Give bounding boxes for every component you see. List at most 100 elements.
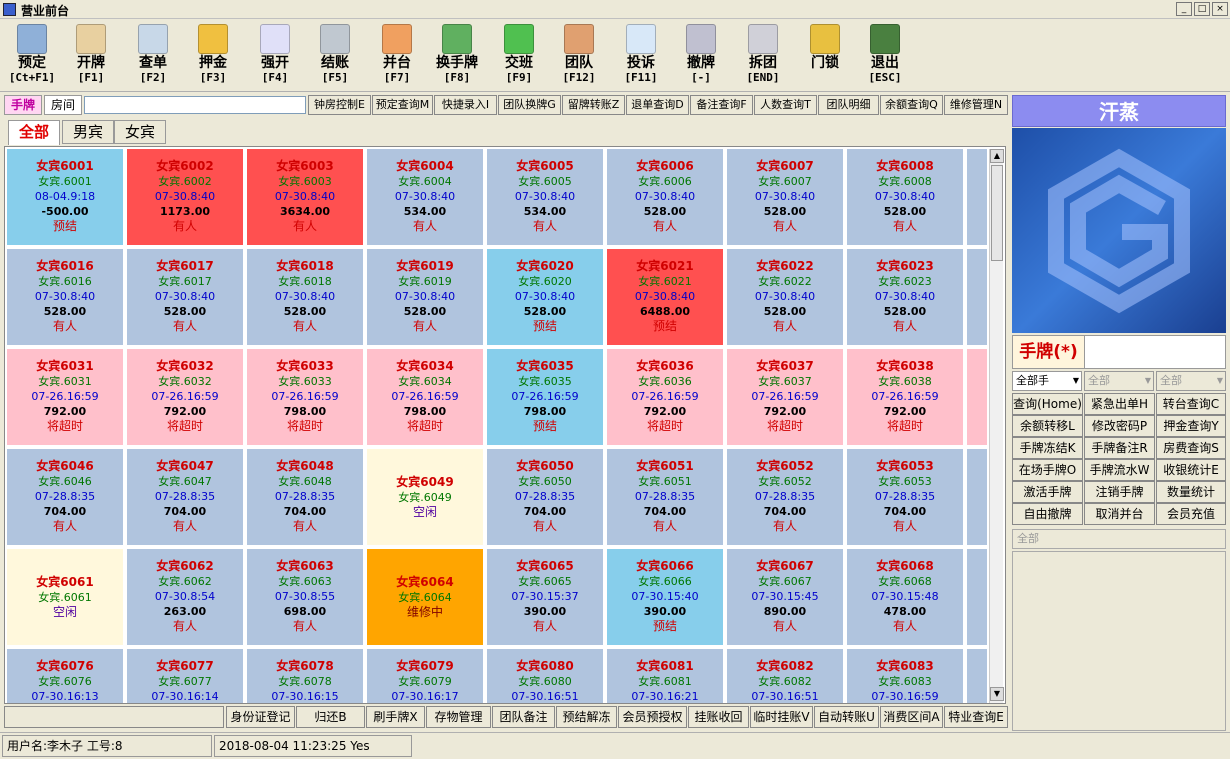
card-search-input[interactable]	[84, 96, 306, 114]
toolbar-button-12[interactable]: 拆团 [END]	[736, 22, 790, 90]
toolbar-button-13[interactable]: 门锁	[798, 22, 852, 90]
toolbar-button-10[interactable]: 投诉 [F11]	[614, 22, 668, 90]
bottom-button-6[interactable]: 会员预授权	[618, 706, 687, 728]
close-button[interactable]: ×	[1212, 2, 1228, 16]
bottom-button-4[interactable]: 团队备注	[492, 706, 555, 728]
room-card[interactable]: 女宾6035 女宾.6035 07-26.16:59 798.00 预结	[487, 349, 603, 445]
room-card[interactable]: 女宾6077 女宾.6077 07-30.16:14	[127, 649, 243, 703]
room-card[interactable]: 女宾6076 女宾.6076 07-30.16:13	[7, 649, 123, 703]
room-card[interactable]: 女宾6066 女宾.6066 07-30.15:40 390.00 预结	[607, 549, 723, 645]
bottom-button-11[interactable]: 特业查询E	[944, 706, 1008, 728]
room-card[interactable]: 女宾6068 女宾.6068 07-30.15:48 478.00 有人	[847, 549, 963, 645]
room-card-partial[interactable]	[967, 649, 987, 703]
room-card[interactable]: 女宾6049 女宾.6049 空闲	[367, 449, 483, 545]
room-card[interactable]: 女宾6047 女宾.6047 07-28.8:35 704.00 有人	[127, 449, 243, 545]
card-number-input[interactable]	[1086, 336, 1225, 368]
room-card[interactable]: 女宾6052 女宾.6052 07-28.8:35 704.00 有人	[727, 449, 843, 545]
bottom-button-9[interactable]: 自动转账U	[814, 706, 879, 728]
room-card[interactable]: 女宾6007 女宾.6007 07-30.8:40 528.00 有人	[727, 149, 843, 245]
room-card[interactable]: 女宾6051 女宾.6051 07-28.8:35 704.00 有人	[607, 449, 723, 545]
room-card-partial[interactable]	[967, 549, 987, 645]
bottom-button-0[interactable]: 身份证登记	[226, 706, 295, 728]
right-button[interactable]: 修改密码P	[1084, 415, 1155, 437]
func-button-4[interactable]: 留牌转账Z	[562, 95, 625, 115]
room-card[interactable]: 女宾6002 女宾.6002 07-30.8:40 1173.00 有人	[127, 149, 243, 245]
toolbar-button-1[interactable]: 开牌 [F1]	[64, 22, 118, 90]
room-card[interactable]: 女宾6019 女宾.6019 07-30.8:40 528.00 有人	[367, 249, 483, 345]
tab-gender-1[interactable]: 男宾	[62, 120, 114, 144]
minimize-button[interactable]: _	[1176, 2, 1192, 16]
toolbar-button-9[interactable]: 团队 [F12]	[552, 22, 606, 90]
right-button[interactable]: 手牌冻结K	[1012, 437, 1083, 459]
room-card[interactable]: 女宾6018 女宾.6018 07-30.8:40 528.00 有人	[247, 249, 363, 345]
toolbar-button-14[interactable]: 退出 [ESC]	[858, 22, 912, 90]
func-button-6[interactable]: 备注查询F	[690, 95, 753, 115]
toolbar-button-5[interactable]: 结账 [F5]	[308, 22, 362, 90]
room-card[interactable]: 女宾6046 女宾.6046 07-28.8:35 704.00 有人	[7, 449, 123, 545]
room-card[interactable]: 女宾6032 女宾.6032 07-26.16:59 792.00 将超时	[127, 349, 243, 445]
func-button-2[interactable]: 快捷录入I	[434, 95, 497, 115]
room-card[interactable]: 女宾6083 女宾.6083 07-30.16:59	[847, 649, 963, 703]
room-card[interactable]: 女宾6016 女宾.6016 07-30.8:40 528.00 有人	[7, 249, 123, 345]
tab-gender-2[interactable]: 女宾	[114, 120, 166, 144]
bottom-button-10[interactable]: 消费区间A	[880, 706, 943, 728]
room-card[interactable]: 女宾6065 女宾.6065 07-30.15:37 390.00 有人	[487, 549, 603, 645]
func-button-0[interactable]: 钟房控制E	[308, 95, 371, 115]
toolbar-button-3[interactable]: 押金 [F3]	[186, 22, 240, 90]
room-card[interactable]: 女宾6003 女宾.6003 07-30.8:40 3634.00 有人	[247, 149, 363, 245]
right-button[interactable]: 自由撤牌	[1012, 503, 1083, 525]
room-card[interactable]: 女宾6053 女宾.6053 07-28.8:35 704.00 有人	[847, 449, 963, 545]
room-card[interactable]: 女宾6078 女宾.6078 07-30.16:15	[247, 649, 363, 703]
right-button[interactable]: 房费查询S	[1156, 437, 1226, 459]
room-card[interactable]: 女宾6062 女宾.6062 07-30.8:54 263.00 有人	[127, 549, 243, 645]
func-button-1[interactable]: 预定查询M	[372, 95, 433, 115]
right-button[interactable]: 紧急出单H	[1084, 393, 1155, 415]
room-card[interactable]: 女宾6004 女宾.6004 07-30.8:40 534.00 有人	[367, 149, 483, 245]
right-button[interactable]: 注销手牌	[1084, 481, 1155, 503]
right-button[interactable]: 余额转移L	[1012, 415, 1083, 437]
room-card[interactable]: 女宾6082 女宾.6082 07-30.16:51	[727, 649, 843, 703]
room-card[interactable]: 女宾6021 女宾.6021 07-30.8:40 6488.00 预结	[607, 249, 723, 345]
right-button[interactable]: 手牌流水W	[1084, 459, 1155, 481]
room-card[interactable]: 女宾6048 女宾.6048 07-28.8:35 704.00 有人	[247, 449, 363, 545]
room-card[interactable]: 女宾6020 女宾.6020 07-30.8:40 528.00 预结	[487, 249, 603, 345]
func-button-10[interactable]: 维修管理N	[944, 95, 1008, 115]
room-card[interactable]: 女宾6061 女宾.6061 空闲	[7, 549, 123, 645]
room-card[interactable]: 女宾6005 女宾.6005 07-30.8:40 534.00 有人	[487, 149, 603, 245]
room-card[interactable]: 女宾6063 女宾.6063 07-30.8:55 698.00 有人	[247, 549, 363, 645]
bottom-button-1[interactable]: 归还B	[296, 706, 365, 728]
filter-select-2[interactable]: 全部 ▼	[1084, 371, 1154, 391]
scroll-up-icon[interactable]: ▲	[990, 149, 1004, 163]
room-card[interactable]: 女宾6006 女宾.6006 07-30.8:40 528.00 有人	[607, 149, 723, 245]
bottom-button-2[interactable]: 刷手牌X	[366, 706, 425, 728]
room-grid-scrollbar[interactable]: ▲ ▼	[989, 149, 1004, 703]
bottom-button-3[interactable]: 存物管理	[426, 706, 491, 728]
scroll-thumb[interactable]	[991, 165, 1003, 261]
right-button[interactable]: 收银统计E	[1156, 459, 1226, 481]
right-button[interactable]: 查询(Home)	[1012, 393, 1083, 415]
room-card[interactable]: 女宾6079 女宾.6079 07-30.16:17	[367, 649, 483, 703]
right-button[interactable]: 取消并台	[1084, 503, 1155, 525]
room-card-partial[interactable]	[967, 349, 987, 445]
toolbar-button-6[interactable]: 并台 [F7]	[370, 22, 424, 90]
maximize-button[interactable]: □	[1194, 2, 1210, 16]
room-card[interactable]: 女宾6081 女宾.6081 07-30.16:21	[607, 649, 723, 703]
func-button-9[interactable]: 余额查询Q	[880, 95, 943, 115]
room-card[interactable]: 女宾6050 女宾.6050 07-28.8:35 704.00 有人	[487, 449, 603, 545]
room-card[interactable]: 女宾6080 女宾.6080 07-30.16:51	[487, 649, 603, 703]
bottom-button-5[interactable]: 预结解冻	[556, 706, 617, 728]
func-button-3[interactable]: 团队换牌G	[498, 95, 561, 115]
list-filter[interactable]: 全部	[1012, 529, 1226, 549]
room-card[interactable]: 女宾6036 女宾.6036 07-26.16:59 792.00 将超时	[607, 349, 723, 445]
toolbar-button-4[interactable]: 强开 [F4]	[248, 22, 302, 90]
room-card[interactable]: 女宾6017 女宾.6017 07-30.8:40 528.00 有人	[127, 249, 243, 345]
room-card[interactable]: 女宾6038 女宾.6038 07-26.16:59 792.00 将超时	[847, 349, 963, 445]
room-card[interactable]: 女宾6037 女宾.6037 07-26.16:59 792.00 将超时	[727, 349, 843, 445]
right-button[interactable]: 手牌备注R	[1084, 437, 1155, 459]
room-card[interactable]: 女宾6023 女宾.6023 07-30.8:40 528.00 有人	[847, 249, 963, 345]
toolbar-button-8[interactable]: 交班 [F9]	[492, 22, 546, 90]
toolbar-button-7[interactable]: 换手牌 [F8]	[430, 22, 484, 90]
filter-select-3[interactable]: 全部 ▼	[1156, 371, 1226, 391]
func-button-7[interactable]: 人数查询T	[754, 95, 817, 115]
room-card-partial[interactable]	[967, 449, 987, 545]
